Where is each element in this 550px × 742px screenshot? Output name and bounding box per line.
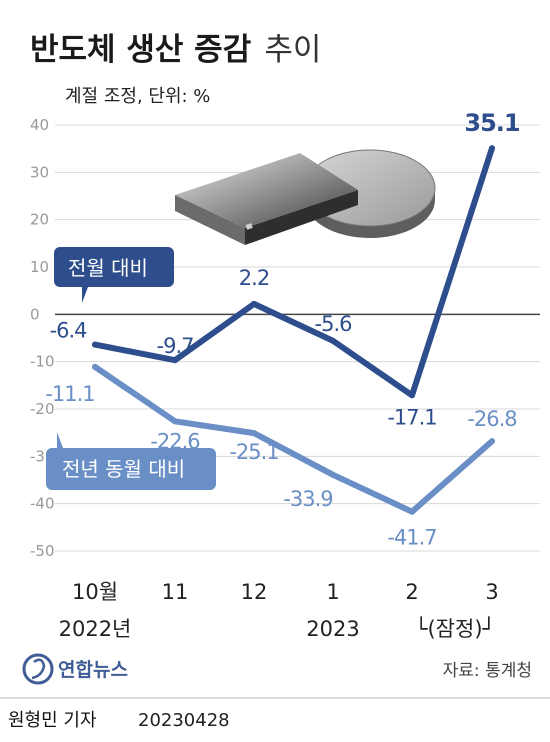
- data-labels: -6.4-9.72.2-5.6-17.135.1-11.1-22.6 -25.1-…: [45, 109, 521, 550]
- data-label-mom: -9.7: [157, 334, 194, 358]
- y-tick-label: -10: [30, 353, 55, 371]
- x-axis-ticks: 10월 11 12 1 2 3: [72, 580, 499, 604]
- y-tick-label: -40: [30, 495, 55, 513]
- x-tick-label: 3: [485, 580, 498, 604]
- data-point-yoy: [251, 430, 257, 437]
- legend-yoy: 전년 동월 대비: [46, 432, 216, 490]
- series-line-mom: [92, 145, 495, 399]
- data-label-mom: -6.4: [50, 319, 88, 343]
- data-label-yoy: -26.8: [467, 407, 516, 431]
- data-label-yoy: -25.1: [229, 440, 278, 464]
- grid: [55, 124, 540, 552]
- y-tick-label: 20: [30, 211, 49, 229]
- publish-date: 20230428: [138, 710, 230, 731]
- data-point-yoy: [489, 438, 495, 445]
- y-tick-label: 30: [30, 163, 49, 181]
- semiconductor-illustration: [175, 149, 436, 245]
- chart-subtitle: 계절 조정, 단위: %: [65, 86, 210, 107]
- data-label-yoy: -41.7: [387, 526, 436, 550]
- y-tick-label: -20: [30, 400, 55, 418]
- legend-mom: 전월 대비: [54, 247, 174, 303]
- data-label-mom: -5.6: [315, 312, 353, 336]
- data-point-mom: [330, 337, 336, 344]
- chart-title: 반도체 생산 증감 추이: [30, 32, 321, 68]
- y-tick-label: 10: [30, 258, 49, 276]
- legend-yoy-label: 전년 동월 대비: [62, 457, 185, 481]
- y-tick-label: 0: [30, 305, 40, 323]
- data-point-mom: [409, 392, 415, 399]
- series-line-yoy: [92, 363, 495, 515]
- data-point-mom: [489, 145, 495, 152]
- x-tick-label: 2: [405, 580, 418, 604]
- legend-mom-label: 전월 대비: [68, 256, 148, 280]
- data-point-yoy: [409, 508, 415, 515]
- chart-title-light: 추이: [264, 32, 321, 68]
- year-label-2022: 2022년: [59, 617, 132, 641]
- data-label-mom: 35.1: [464, 109, 520, 137]
- provisional-note: └(잠정)┘: [415, 616, 495, 641]
- data-point-yoy: [172, 418, 178, 425]
- x-tick-label: 12: [241, 580, 268, 604]
- year-label-2023: 2023: [306, 617, 359, 641]
- y-tick-label: -50: [30, 542, 55, 560]
- data-label-yoy: -33.9: [283, 487, 332, 511]
- data-label-mom: -17.1: [387, 405, 436, 429]
- data-points: [92, 145, 495, 515]
- chip-illustration: [175, 153, 358, 245]
- x-tick-label: 11: [162, 580, 189, 604]
- y-tick-label: 40: [30, 116, 49, 134]
- data-label-mom: 2.2: [239, 266, 269, 290]
- data-point-mom: [92, 341, 98, 348]
- data-point-mom: [172, 357, 178, 364]
- source-text: 자료: 통계청: [443, 661, 532, 681]
- data-point-yoy: [92, 363, 98, 370]
- x-tick-label: 10월: [72, 580, 118, 604]
- data-point-yoy: [330, 471, 336, 478]
- data-point-mom: [251, 300, 257, 307]
- chart-title-bold: 반도체 생산 증감: [30, 32, 251, 68]
- yonhap-logo: 연합뉴스: [22, 653, 128, 685]
- logo-text: 연합뉴스: [58, 659, 128, 681]
- data-label-yoy: -11.1: [45, 382, 94, 406]
- reporter-name: 원형민 기자: [8, 710, 97, 731]
- x-tick-label: 1: [326, 580, 339, 604]
